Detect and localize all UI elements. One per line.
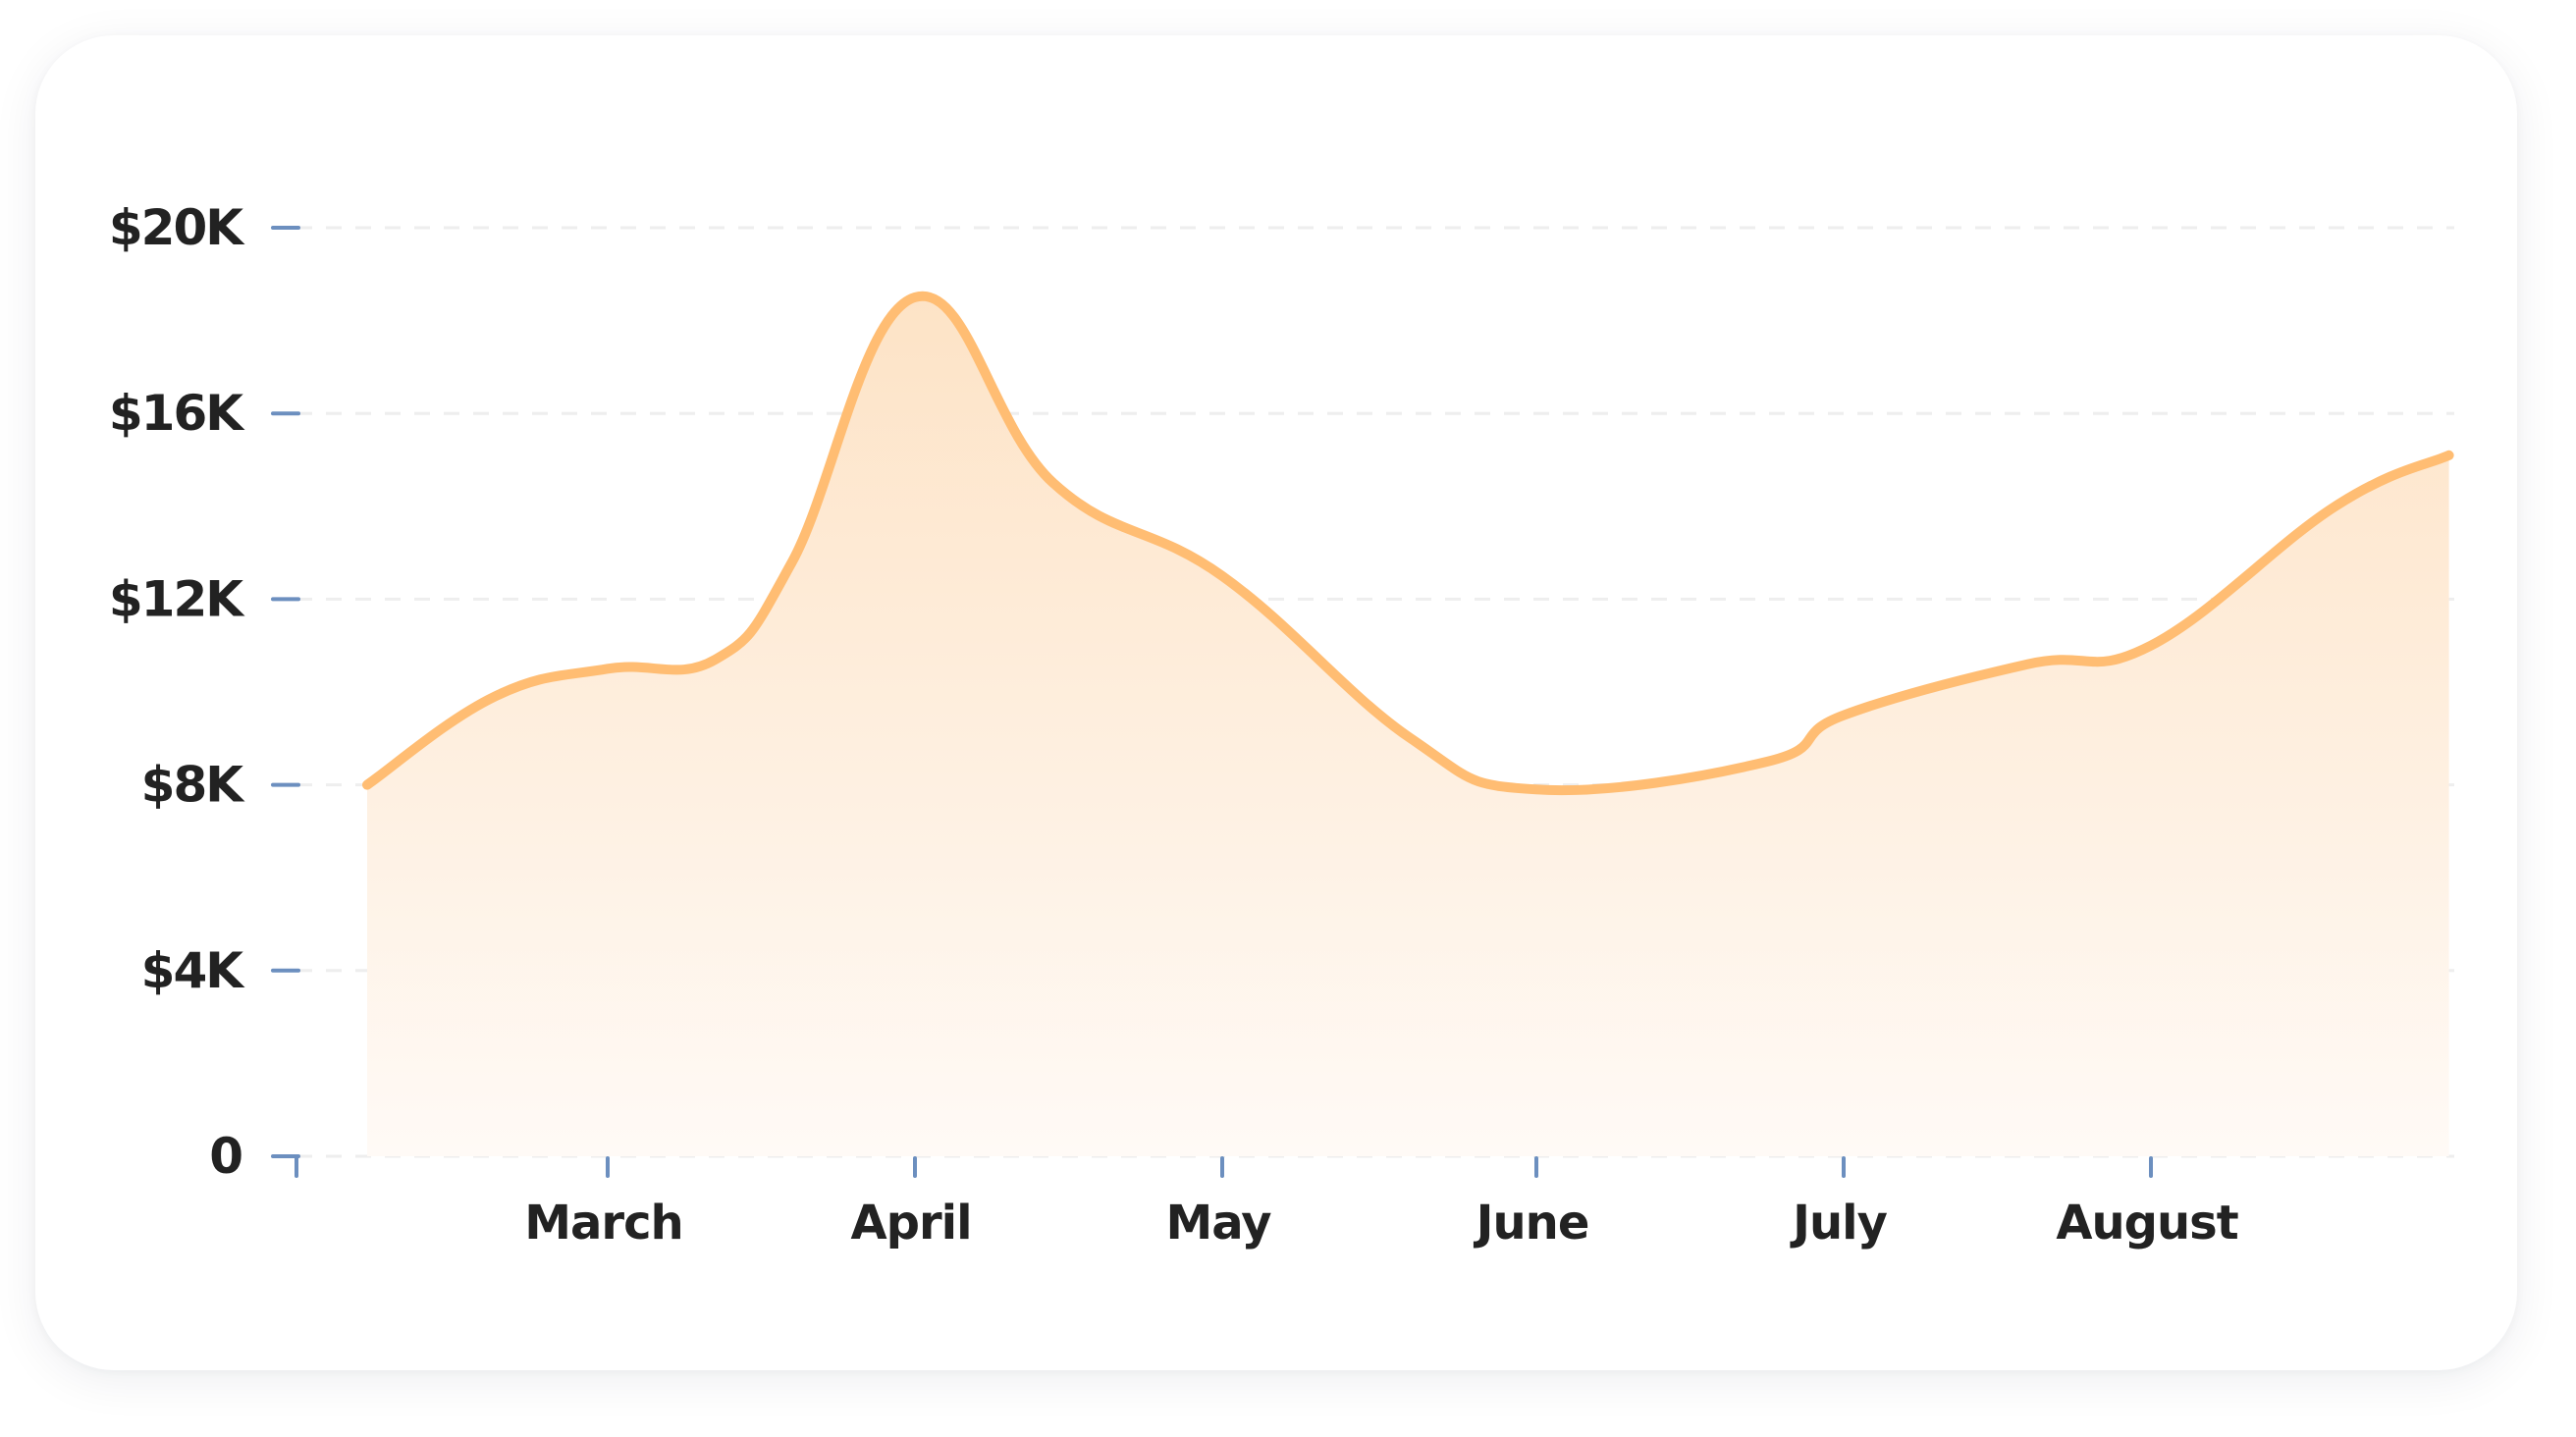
y-tick-label-0: 0 <box>209 1128 242 1185</box>
area-fill <box>367 295 2449 1156</box>
x-tick-label-5: July <box>1790 1196 1887 1251</box>
y-tick-label-2: $8K <box>141 757 246 814</box>
area-layer <box>362 291 2454 1156</box>
y-tick-label-1: $4K <box>141 942 246 999</box>
x-tick-label-3: May <box>1166 1196 1272 1251</box>
x-tick-label-1: March <box>524 1196 682 1251</box>
series-line <box>362 291 2454 796</box>
y-tick-label-3: $12K <box>109 570 245 627</box>
x-tick-label-4: June <box>1474 1196 1589 1251</box>
x-tick-label-6: August <box>2056 1196 2237 1251</box>
x-tick-label-2: April <box>850 1196 971 1251</box>
y-tick-label-4: $16K <box>109 385 245 442</box>
y-tick-label-5: $20K <box>109 199 245 256</box>
axes: 0 $4K $8K $12K $16K $20K March April May June July… <box>109 199 2239 1251</box>
